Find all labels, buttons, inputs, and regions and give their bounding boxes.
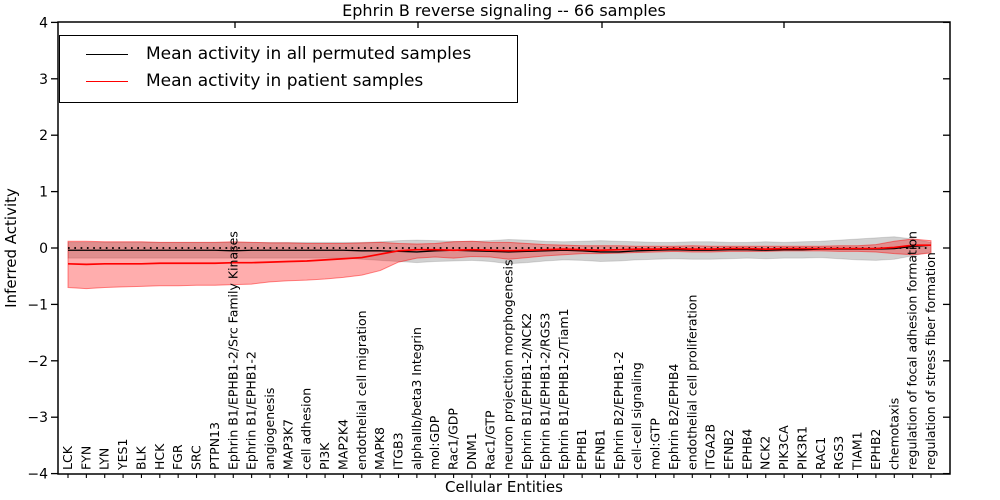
chart-title: Ephrin B reverse signaling -- 66 samples	[342, 1, 666, 20]
category-label: neuron projection morphogenesis	[501, 259, 516, 470]
legend-item-patient: Mean activity in patient samples	[74, 71, 517, 91]
category-label: FYN	[78, 446, 93, 470]
category-label: cell adhesion	[299, 388, 314, 470]
category-label: EPHB4	[739, 429, 754, 470]
category-label: MAPK8	[372, 427, 387, 470]
category-label: FGR	[170, 444, 185, 470]
category-label: EFNB2	[721, 429, 736, 470]
category-label: SRC	[189, 445, 204, 470]
category-label: RGS3	[831, 436, 846, 470]
category-label: Rac1/GTP	[482, 410, 497, 470]
category-label: NCK2	[758, 436, 773, 470]
category-label: Ephrin B1/EPHB1-2/Src Family Kinases	[225, 231, 240, 470]
patient-band	[67, 238, 932, 290]
y-tick-label: 1	[39, 185, 48, 201]
category-label: PIK3R1	[794, 426, 809, 470]
y-tick-label: −1	[27, 297, 48, 313]
y-axis-label: Inferred Activity	[2, 188, 20, 308]
category-label: endothelial cell proliferation	[684, 295, 699, 470]
y-tick-label: 3	[39, 72, 48, 88]
category-label: angiogenesis	[262, 388, 277, 470]
y-tick-label: −4	[27, 467, 48, 483]
category-label: BLK	[133, 445, 148, 470]
category-label: DNM1	[464, 432, 479, 470]
x-axis-label: Cellular Entities	[445, 478, 563, 496]
category-label: alphaIIb/beta3 Integrin	[409, 327, 424, 470]
category-label: Rac1/GDP	[446, 408, 461, 470]
category-label: chemotaxis	[886, 398, 901, 470]
category-label: LYN	[97, 448, 112, 470]
category-label: endothelial cell migration	[354, 310, 369, 470]
patient-mean-line	[67, 244, 931, 266]
category-label: EPHB2	[868, 429, 883, 470]
legend-line-permuted-icon	[86, 53, 128, 55]
category-label: RAC1	[813, 437, 828, 470]
category-label: cell-cell signaling	[629, 362, 644, 470]
category-label: Ephrin B2/EPHB1-2	[611, 351, 626, 470]
category-label: EFNB1	[592, 429, 607, 470]
category-label: ITGA2B	[703, 424, 718, 470]
y-tick-label: −3	[27, 410, 48, 426]
category-label: TIAM1	[850, 431, 865, 471]
category-label: Ephrin B1/EPHB1-2/RGS3	[537, 313, 552, 470]
permuted-mean-line	[68, 244, 932, 253]
category-label: MAP3K7	[280, 419, 295, 470]
y-tick-label: 2	[39, 128, 48, 144]
category-label: PIK3CA	[776, 425, 791, 470]
legend-item-permuted: Mean activity in all permuted samples	[74, 44, 517, 64]
legend-label-permuted: Mean activity in all permuted samples	[146, 44, 472, 64]
category-label: regulation of focal adhesion formation	[905, 231, 920, 470]
legend: Mean activity in all permuted samples Me…	[59, 35, 518, 103]
category-label: HCK	[152, 443, 167, 470]
category-label: YES1	[115, 439, 130, 471]
category-label: Ephrin B1/EPHB1-2	[244, 351, 259, 470]
category-label: ITGB3	[391, 432, 406, 470]
category-label: EPHB1	[574, 429, 589, 470]
y-tick-label: −2	[27, 354, 48, 370]
category-label: Ephrin B1/EPHB1-2/NCK2	[519, 313, 534, 470]
category-label: mol:GDP	[427, 415, 442, 470]
y-tick-label: 4	[39, 15, 48, 31]
category-label: PI3K	[317, 442, 332, 470]
category-label: regulation of stress fiber formation	[923, 252, 938, 470]
legend-line-patient-icon	[86, 81, 128, 83]
category-label: PTPN13	[207, 422, 222, 470]
category-label: LCK	[60, 445, 75, 470]
legend-label-patient: Mean activity in patient samples	[146, 71, 424, 92]
category-label: MAP2K4	[335, 419, 350, 470]
category-label: Ephrin B2/EPHB4	[666, 364, 681, 470]
y-tick-label: 0	[39, 241, 48, 257]
category-label: mol:GTP	[648, 418, 663, 470]
category-label: Ephrin B1/EPHB1-2/Tiam1	[556, 308, 571, 470]
